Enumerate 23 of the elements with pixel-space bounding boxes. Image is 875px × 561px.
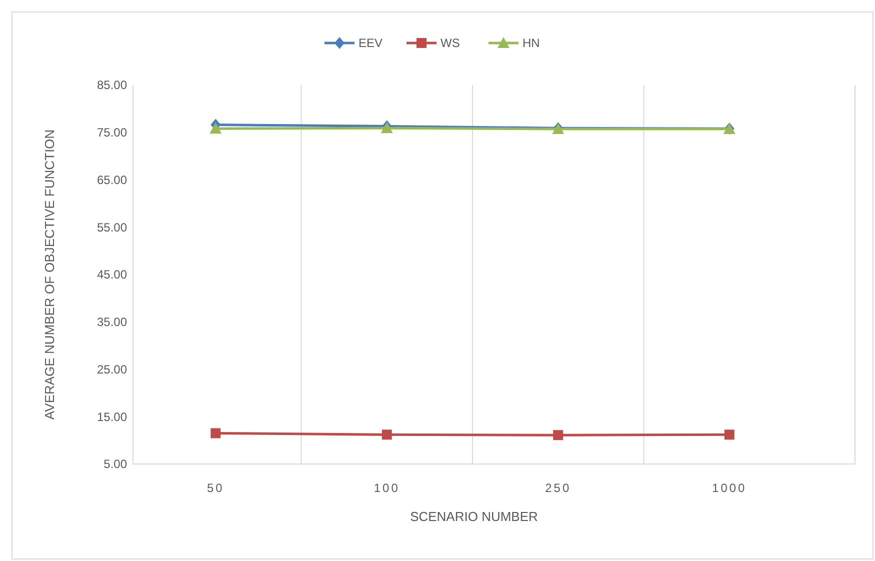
legend-label: EEV: [358, 36, 383, 50]
y-tick-label: 85.00: [96, 78, 128, 92]
point: [553, 430, 564, 440]
x-tick-label: 100: [374, 481, 400, 495]
point: [210, 122, 222, 134]
legend-label: HN: [522, 36, 540, 50]
y-tick-label: 25.00: [96, 362, 128, 376]
y-tick-label: 65.00: [96, 172, 128, 187]
y-tick-label: 35.00: [96, 315, 128, 330]
point: [724, 430, 734, 440]
x-axis-title: SCENARIO NUMBER: [410, 509, 538, 524]
y-axis-title: AVERAGE NUMBER OF OBJECTIVE FUNCTION: [42, 129, 57, 420]
y-tick-label: 55.00: [96, 220, 128, 234]
y-tick-label: 15.00: [96, 410, 128, 424]
x-tick-label: 1000: [712, 481, 747, 495]
x-tick-label: 50: [206, 481, 224, 495]
x-tick-label: 250: [545, 481, 572, 495]
point: [382, 430, 392, 440]
y-tick-label: 75.00: [96, 126, 128, 140]
y-tick-label: 45.00: [96, 268, 128, 282]
legend-label: WS: [440, 36, 460, 50]
y-tick-label: 5.00: [104, 457, 128, 472]
point: [210, 428, 221, 438]
